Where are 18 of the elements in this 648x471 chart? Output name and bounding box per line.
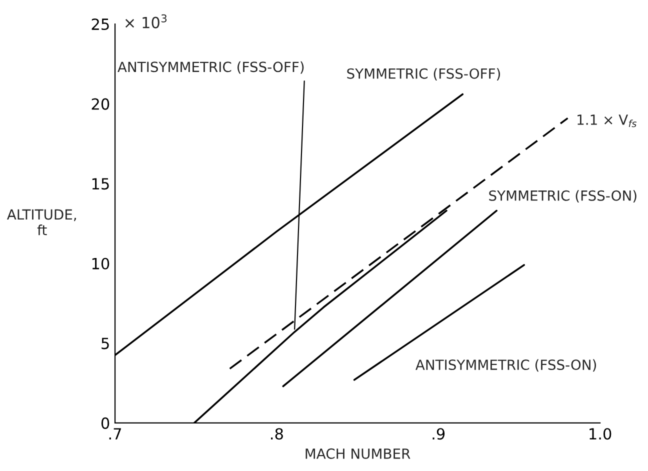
annotation: × 10$^{3}$: [125, 14, 167, 28]
series-label: 1.1 × V$_{fs}$: [578, 114, 637, 128]
series-label: ANTISYMMETRIC (FSS-ON): [416, 359, 596, 372]
text: ANTISYMMETRIC (FSS-OFF): [118, 61, 304, 74]
x-tick-label: .8: [271, 428, 283, 440]
x-tick-label: .7: [109, 428, 122, 440]
x-tick-label: .9: [432, 428, 445, 440]
x-tick-label: 1.0: [590, 428, 612, 440]
y-tick-label: 25: [92, 18, 109, 30]
text: SYMMETRIC (FSS-OFF): [347, 68, 500, 80]
y-tick-label: 20: [92, 98, 110, 110]
y-tick-label: 10: [92, 258, 110, 270]
y-tick-label: 0: [101, 417, 110, 429]
x-axis-title: MACH NUMBER: [306, 448, 410, 459]
y-tick-label: 5: [102, 338, 109, 350]
series-label: SYMMETRIC (FSS-ON): [489, 190, 636, 202]
y-axis-title: ALTITUDE, ft: [6, 209, 76, 236]
y-tick-label: 15: [92, 178, 109, 190]
